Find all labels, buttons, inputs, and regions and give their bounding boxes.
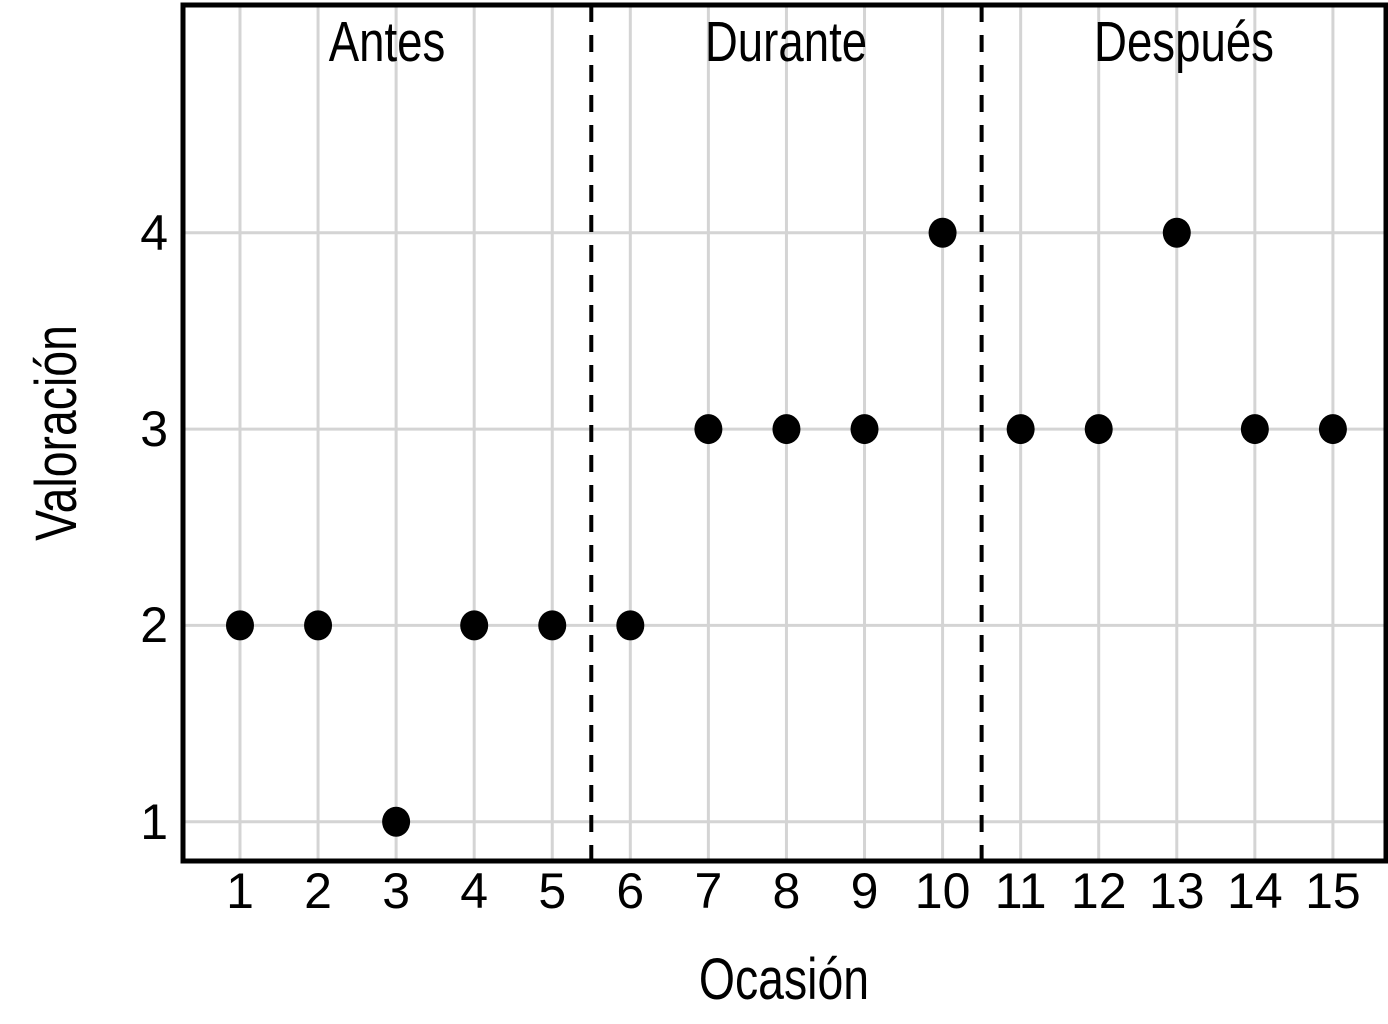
data-point: [850, 414, 879, 445]
data-point: [1006, 414, 1035, 445]
plot-border: [180, 2, 1388, 864]
data-point: [538, 610, 567, 641]
data-point: [304, 610, 333, 641]
data-point: [694, 414, 723, 445]
data-point: [1240, 414, 1269, 445]
y-axis-label: Valoración: [24, 325, 89, 541]
x-axis-label: Ocasión: [698, 947, 870, 1012]
phase-label-durante: Durante: [705, 10, 868, 74]
data-point: [772, 414, 801, 445]
data-point: [1318, 414, 1347, 445]
data-point: [1084, 414, 1113, 445]
phase-label-despues: Después: [1093, 10, 1274, 74]
phase-label-antes: Antes: [328, 10, 446, 74]
data-point: [382, 806, 411, 837]
data-point: [616, 610, 645, 641]
data-point: [225, 610, 254, 641]
data-point: [928, 217, 957, 248]
data-point: [460, 610, 489, 641]
data-point: [1162, 217, 1191, 248]
